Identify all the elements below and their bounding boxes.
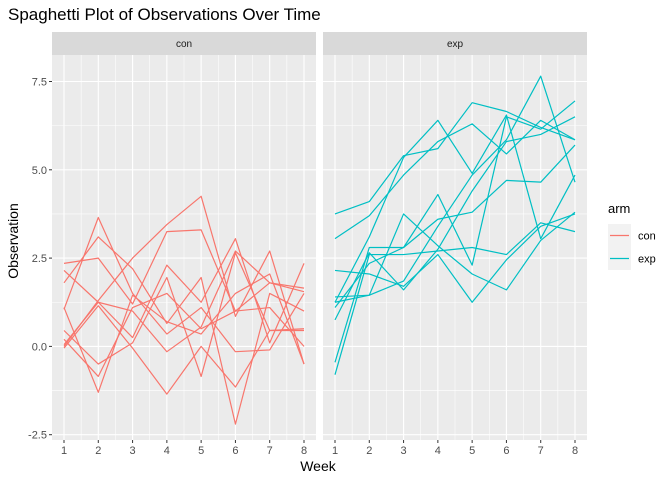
series-line-exp-3 [334, 144, 576, 308]
strip-label-exp: exp [447, 39, 464, 50]
series-line-con-6 [63, 238, 305, 344]
series-line-exp-9 [334, 75, 576, 298]
panel-con: con 1 2 3 4 5 6 7 8 -2.5 0.0 2.5 5.0 7.5 [28, 32, 316, 457]
series-line-exp-5 [334, 100, 576, 363]
legend-title: arm [608, 201, 630, 216]
strip-label-con: con [176, 39, 192, 50]
legend-label-con: con [638, 231, 656, 243]
y-tick-label: 5.0 [32, 165, 47, 177]
y-tick-label: -2.5 [28, 430, 47, 442]
x-tick-label: 4 [435, 445, 441, 457]
series-line-exp-6 [334, 211, 576, 303]
strip-exp [323, 32, 587, 55]
x-tick-label: 5 [198, 445, 204, 457]
panel-exp: exp 1 2 3 4 5 6 7 8 [323, 32, 587, 457]
x-tick-label: 7 [538, 445, 544, 457]
facet-panels: con 1 2 3 4 5 6 7 8 -2.5 0.0 2.5 5.0 7.5 exp 1 2 3 4 5 6 7 8 [28, 32, 587, 457]
series-line-exp-2 [334, 119, 576, 240]
series-line-con-10 [63, 273, 305, 393]
x-tick-label: 4 [164, 445, 170, 457]
series-line-con-1 [63, 292, 305, 378]
x-tick-label: 6 [232, 445, 238, 457]
x-tick-label: 5 [469, 445, 475, 457]
legend-entry-exp: exp [608, 247, 656, 270]
y-tick-label: 0.0 [32, 341, 47, 353]
legend: arm con exp [608, 201, 656, 270]
x-tick-label: 3 [401, 445, 407, 457]
series-line-exp-10 [334, 114, 576, 303]
x-tick-label: 8 [301, 445, 307, 457]
chart-title: Spaghetti Plot of Observations Over Time [8, 5, 321, 24]
x-tick-label: 6 [503, 445, 509, 457]
x-tick-label: 1 [332, 445, 338, 457]
series-line-con-4 [63, 195, 305, 365]
series-line-exp-4 [334, 213, 576, 303]
x-axis-title: Week [300, 458, 337, 474]
legend-entry-con: con [608, 224, 656, 247]
series-line-con-9 [63, 305, 305, 395]
strip-con [52, 32, 316, 55]
series-line-exp-8 [334, 116, 576, 321]
x-tick-label: 7 [267, 445, 273, 457]
series-line-con-7 [63, 236, 305, 425]
y-axis-title: Observation [5, 203, 21, 278]
x-tick-label: 2 [366, 445, 372, 457]
series-line-exp-7 [334, 222, 576, 375]
x-tick-label: 1 [61, 445, 67, 457]
y-tick-label: 2.5 [32, 253, 47, 265]
series-line-exp-1 [334, 102, 576, 215]
x-tick-label: 2 [95, 445, 101, 457]
x-tick-label: 8 [572, 445, 578, 457]
series-line-con-2 [63, 229, 305, 312]
series-line-con-3 [63, 216, 305, 353]
x-tick-label: 3 [130, 445, 136, 457]
y-tick-label: 7.5 [32, 76, 47, 88]
legend-label-exp: exp [638, 254, 656, 266]
